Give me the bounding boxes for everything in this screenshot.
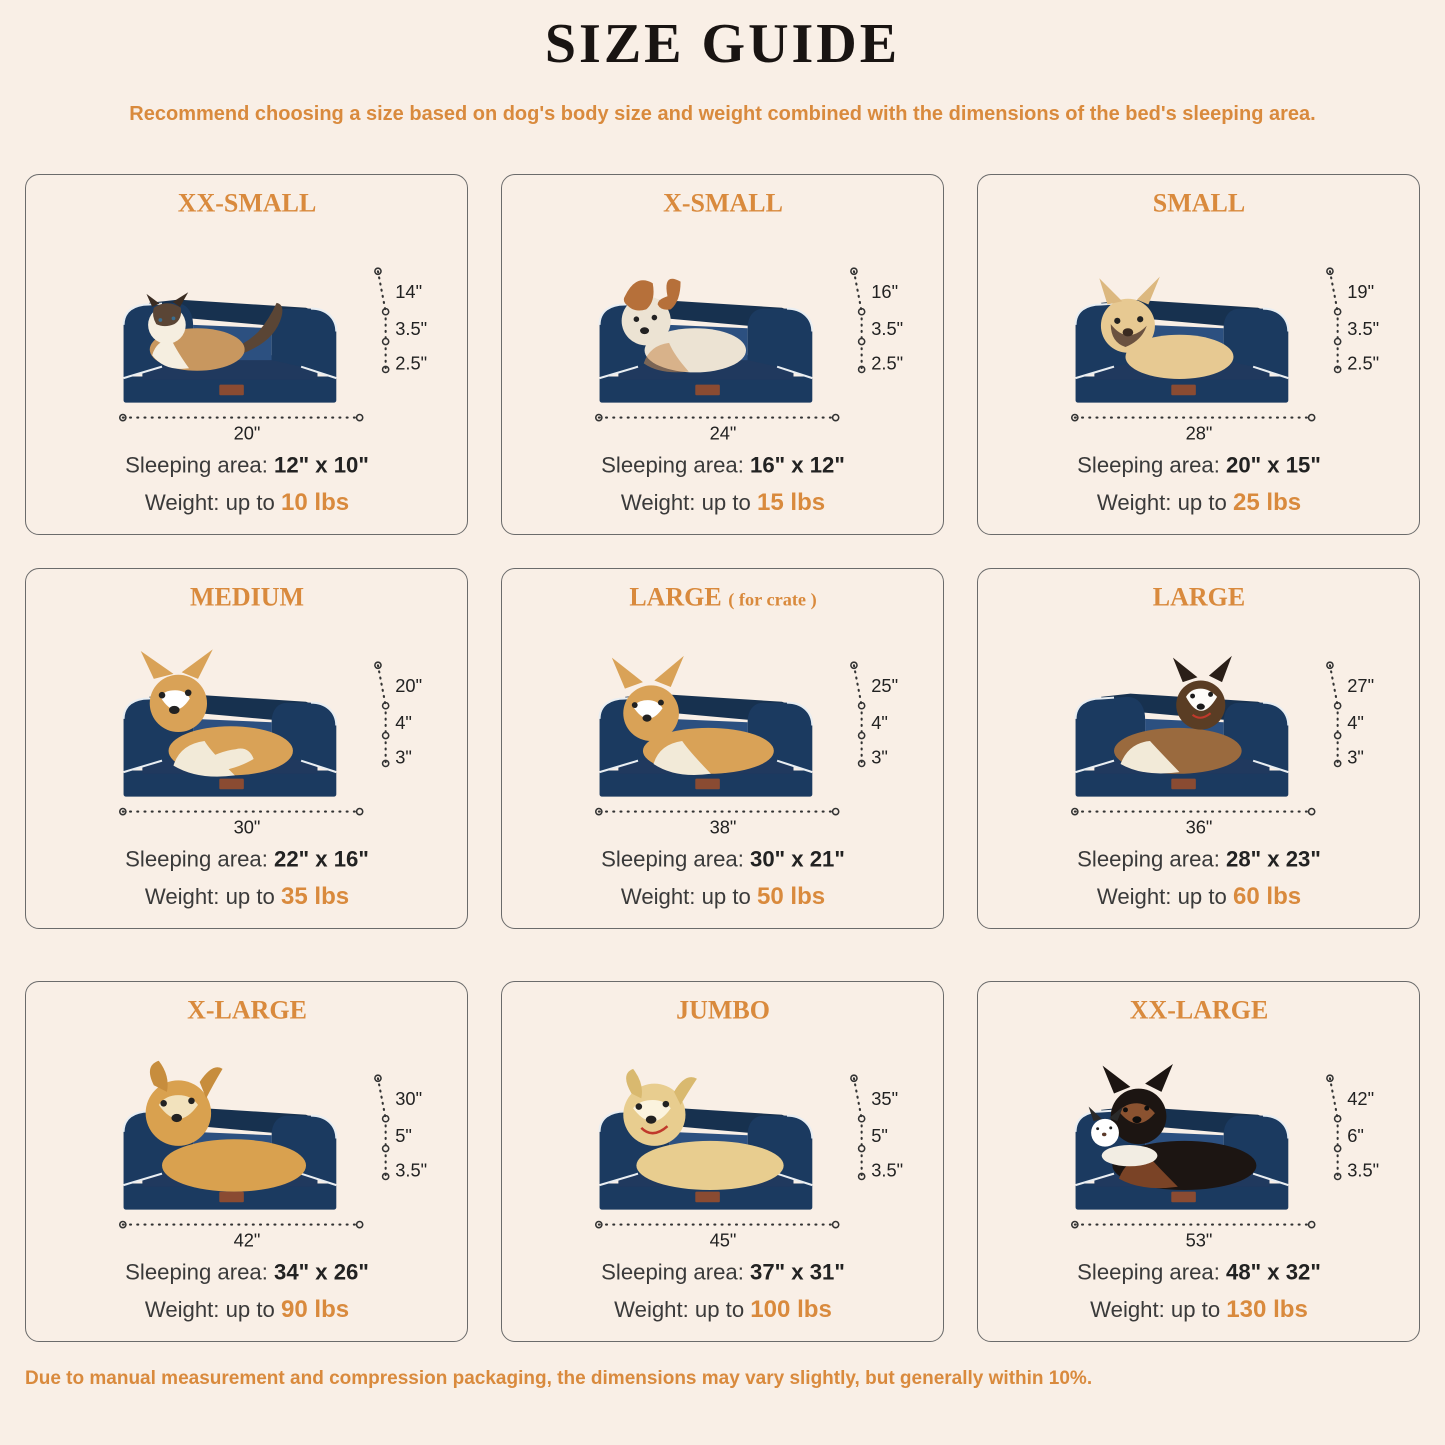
svg-text:20": 20"	[234, 423, 261, 444]
svg-text:30": 30"	[395, 1088, 422, 1109]
svg-text:Sleeping area: 34" x 26": Sleeping area: 34" x 26"	[125, 1259, 369, 1284]
svg-text:2.5": 2.5"	[395, 352, 427, 373]
svg-text:LARGE ( for crate ): LARGE ( for crate )	[629, 583, 816, 612]
svg-text:3": 3"	[1347, 746, 1364, 767]
svg-text:3.5": 3.5"	[1347, 318, 1379, 339]
svg-text:MEDIUM: MEDIUM	[190, 583, 304, 612]
svg-text:Sleeping area: 20" x 15": Sleeping area: 20" x 15"	[1077, 452, 1321, 477]
svg-text:5": 5"	[871, 1125, 888, 1146]
svg-text:X-SMALL: X-SMALL	[663, 189, 783, 218]
svg-text:38": 38"	[710, 817, 737, 838]
svg-text:3": 3"	[395, 746, 412, 767]
svg-text:LARGE: LARGE	[1153, 583, 1245, 612]
svg-text:Sleeping area: 28" x 23": Sleeping area: 28" x 23"	[1077, 846, 1321, 871]
svg-text:Weight: up to 15 lbs: Weight: up to 15 lbs	[621, 489, 825, 516]
svg-text:20": 20"	[395, 675, 422, 696]
svg-text:42": 42"	[234, 1230, 261, 1251]
svg-text:25": 25"	[871, 675, 898, 696]
svg-text:4": 4"	[395, 712, 412, 733]
svg-text:Sleeping area: 48" x 32": Sleeping area: 48" x 32"	[1077, 1259, 1321, 1284]
svg-text:XX-LARGE: XX-LARGE	[1130, 996, 1269, 1025]
svg-text:30": 30"	[234, 817, 261, 838]
svg-text:4": 4"	[1347, 712, 1364, 733]
svg-text:Sleeping area: 30" x 21": Sleeping area: 30" x 21"	[601, 846, 845, 871]
svg-text:Weight: up to 60 lbs: Weight: up to 60 lbs	[1097, 883, 1301, 910]
svg-text:2.5": 2.5"	[871, 352, 903, 373]
svg-text:SMALL: SMALL	[1153, 189, 1245, 218]
svg-text:Weight: up to 25 lbs: Weight: up to 25 lbs	[1097, 489, 1301, 516]
svg-text:Sleeping area: 22" x 16": Sleeping area: 22" x 16"	[125, 846, 369, 871]
svg-text:3.5": 3.5"	[871, 1159, 903, 1180]
svg-text:Weight: up to 10 lbs: Weight: up to 10 lbs	[145, 489, 349, 516]
svg-text:36": 36"	[1186, 817, 1213, 838]
svg-text:4": 4"	[871, 712, 888, 733]
svg-text:3.5": 3.5"	[395, 318, 427, 339]
svg-text:24": 24"	[710, 423, 737, 444]
svg-text:Weight: up to 100 lbs: Weight: up to 100 lbs	[614, 1296, 832, 1323]
svg-text:Sleeping area: 37" x 31": Sleeping area: 37" x 31"	[601, 1259, 845, 1284]
svg-text:45": 45"	[710, 1230, 737, 1251]
svg-text:Weight: up to 90 lbs: Weight: up to 90 lbs	[145, 1296, 349, 1323]
svg-text:3.5": 3.5"	[395, 1159, 427, 1180]
svg-text:14": 14"	[395, 281, 422, 302]
svg-text:XX-SMALL: XX-SMALL	[178, 189, 317, 218]
svg-text:X-LARGE: X-LARGE	[187, 996, 307, 1025]
svg-text:6": 6"	[1347, 1125, 1364, 1146]
svg-text:Weight: up to 35 lbs: Weight: up to 35 lbs	[145, 883, 349, 910]
svg-text:3": 3"	[871, 746, 888, 767]
svg-text:3.5": 3.5"	[1347, 1159, 1379, 1180]
svg-text:Sleeping area: 12" x 10": Sleeping area: 12" x 10"	[125, 452, 369, 477]
svg-text:3.5": 3.5"	[871, 318, 903, 339]
svg-text:Weight: up to 50 lbs: Weight: up to 50 lbs	[621, 883, 825, 910]
svg-text:2.5": 2.5"	[1347, 352, 1379, 373]
svg-text:Weight: up to 130 lbs: Weight: up to 130 lbs	[1090, 1296, 1308, 1323]
svg-text:Sleeping area: 16" x 12": Sleeping area: 16" x 12"	[601, 452, 845, 477]
svg-text:16": 16"	[871, 281, 898, 302]
svg-text:5": 5"	[395, 1125, 412, 1146]
svg-text:19": 19"	[1347, 281, 1374, 302]
svg-text:35": 35"	[871, 1088, 898, 1109]
svg-text:53": 53"	[1186, 1230, 1213, 1251]
svg-text:42": 42"	[1347, 1088, 1374, 1109]
svg-text:27": 27"	[1347, 675, 1374, 696]
svg-text:JUMBO: JUMBO	[676, 996, 770, 1025]
svg-text:28": 28"	[1186, 423, 1213, 444]
